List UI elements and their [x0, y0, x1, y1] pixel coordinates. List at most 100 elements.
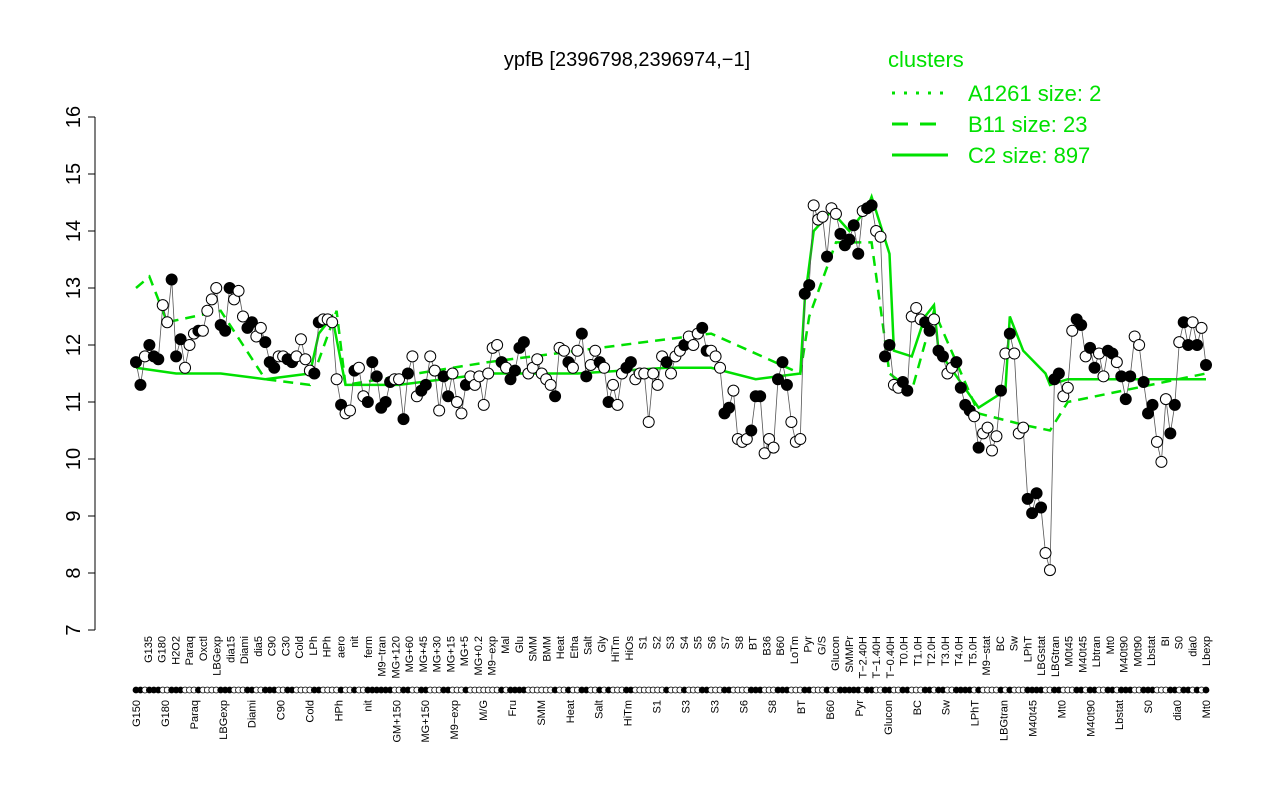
x-tick-label-top: LBGexp [212, 636, 224, 676]
x-tick-label-top: T4.0H [954, 636, 966, 666]
x-tick-label-top: T−1.40H [871, 636, 883, 679]
data-point [986, 444, 998, 457]
data-point [1003, 327, 1016, 340]
data-point [201, 304, 214, 317]
data-point [714, 361, 727, 374]
data-point [259, 336, 272, 349]
x-tick-label-top: B60 [775, 636, 787, 656]
x-tick-marker [1202, 686, 1210, 694]
x-tick-label-bottom: S3 [709, 700, 721, 713]
data-point [161, 316, 174, 329]
x-tick-label-bottom: M40t45 [1028, 700, 1040, 737]
x-axis: G135 G180 H2O2 Paraq Oxctl LBGexp dia15 Diami di… [131, 635, 1213, 742]
data-point [446, 367, 459, 380]
y-tick-label: 16 [63, 106, 85, 128]
x-tick-label-top: LPh [308, 636, 320, 656]
legend: clusters A1261 size: 2 B11 size: 23 C2 siz… [888, 47, 1101, 168]
x-tick-label-bottom: S6 [738, 700, 750, 713]
x-tick-label-bottom: LBGtran [999, 700, 1011, 741]
x-tick-label-bottom: HPh [333, 700, 345, 721]
x-tick-label-top: M0t45 [1064, 636, 1076, 667]
data-point [352, 361, 365, 374]
data-point [910, 301, 923, 314]
data-point [968, 410, 981, 423]
x-tick-label-bottom: Sw [941, 700, 953, 715]
data-point [219, 324, 232, 337]
data-point [433, 404, 446, 417]
x-tick-label-top: Diami [239, 636, 251, 664]
x-tick-label-top: HPh [322, 636, 334, 657]
data-point [1039, 547, 1052, 560]
data-point [874, 230, 887, 243]
legend-label: A1261 size: 2 [968, 81, 1101, 106]
data-point [134, 378, 147, 391]
data-point [1195, 321, 1208, 334]
data-point [696, 321, 709, 334]
x-tick-label-top: BC [995, 636, 1007, 651]
x-tick-label-bottom: HiTm [623, 700, 635, 726]
data-point [950, 356, 963, 369]
x-tick-label-top: Cold [294, 636, 306, 659]
x-tick-label-top: S7 [720, 636, 732, 649]
x-tick-label-bottom: Cold [305, 700, 317, 723]
x-tick-label-top: MG+120 [390, 636, 402, 679]
data-point [852, 247, 865, 260]
profile-line [135, 204, 1207, 571]
y-axis: 7 8 9 10 11 12 13 14 15 16 [63, 106, 95, 636]
data-point [419, 378, 432, 391]
data-point [843, 233, 856, 246]
y-tick-label: 14 [63, 220, 85, 242]
x-tick-label-top: S5 [693, 636, 705, 649]
data-point [308, 367, 321, 380]
x-tick-label-top: MG+5 [459, 636, 471, 666]
x-tick-label-bottom: nit [362, 700, 374, 712]
data-point [210, 282, 223, 294]
data-point [803, 279, 816, 292]
data-point [767, 441, 780, 454]
x-tick-label-bottom: S3 [681, 700, 693, 713]
x-tick-label-top: T2.0H [926, 636, 938, 666]
x-tick-label-top: MG+30 [432, 636, 444, 672]
x-tick-label-top: MG+15 [445, 636, 457, 672]
data-point [549, 390, 562, 403]
x-tick-label-top: Etha [569, 635, 581, 659]
data-point [821, 250, 834, 263]
x-tick-label-bottom: Heat [565, 700, 577, 723]
data-point [1119, 393, 1132, 406]
data-point [936, 350, 949, 363]
x-tick-label-top: LPhT [1022, 636, 1034, 663]
x-tick-label-top: Glu [514, 636, 526, 653]
data-point [1021, 492, 1034, 505]
data-point [326, 316, 339, 329]
data-point [174, 333, 187, 346]
x-tick-label-top: M9−stat [981, 636, 993, 675]
x-tick-label-top: BI [1160, 636, 1172, 646]
data-point [1043, 564, 1056, 577]
data-point [442, 390, 455, 403]
data-point [651, 378, 664, 391]
x-tick-label-top: LBGtran [1050, 636, 1062, 677]
data-point [647, 367, 660, 380]
x-tick-label-bottom: G180 [160, 700, 172, 727]
data-point [1052, 367, 1065, 380]
x-tick-label-top: T1.0H [913, 636, 925, 666]
data-point [165, 273, 178, 286]
data-point [1133, 339, 1146, 351]
data-point [994, 384, 1007, 397]
y-tick-label: 8 [63, 567, 85, 578]
data-point [1124, 370, 1137, 383]
legend-label: C2 size: 897 [968, 143, 1090, 168]
data-point [1008, 347, 1021, 360]
data-point [130, 356, 142, 369]
x-tick-label-top: Lbtran [1091, 636, 1103, 667]
data-point [598, 361, 611, 374]
data-point [1097, 370, 1110, 383]
data-point [794, 433, 807, 446]
x-tick-label-top: G/S [816, 636, 828, 655]
x-tick-label-bottom: Paraq [189, 700, 201, 729]
x-tick-label-top: dia0 [1187, 636, 1199, 657]
data-point [508, 364, 521, 377]
x-tick-label-top: Lbexp [1201, 636, 1213, 666]
legend-title: clusters [888, 47, 964, 72]
